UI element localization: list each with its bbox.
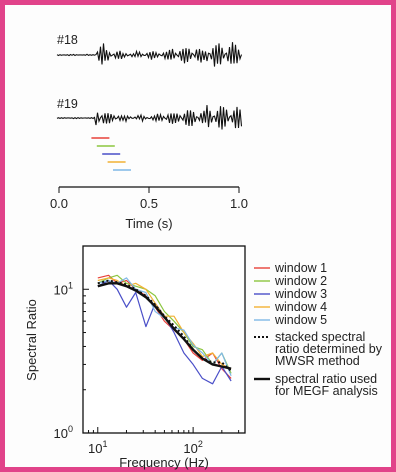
x-axis-title: Frequency (Hz) (119, 455, 209, 470)
trace-label-18: #18 (57, 33, 78, 47)
time-tick-label-05: 0.5 (140, 196, 158, 211)
waveform-panel: #18 #19 0.0 0.5 1.0 Time (s) (50, 33, 248, 231)
trace-label-19: #19 (57, 97, 78, 111)
x-tick-label-0: 101 (88, 439, 107, 456)
legend-label-6-line-3: MWSR method (275, 354, 360, 368)
legend-label-6-line-1: stacked spectral (275, 330, 365, 344)
legend-label-5: window 5 (274, 313, 327, 327)
plot-area (82, 245, 246, 434)
legend-label-1: window 1 (274, 261, 327, 275)
waveform-trace-19 (56, 105, 243, 130)
series-line-6 (97, 279, 232, 372)
x-tick-label-1: 102 (183, 439, 202, 456)
time-windows (91, 137, 131, 171)
time-axis-title: Time (s) (125, 216, 172, 231)
series-line-2 (97, 274, 232, 374)
time-tick-label-0: 0.0 (50, 196, 68, 211)
legend-label-7-line-2: for MEGF analysis (275, 384, 378, 398)
legend-label-6-line-2: ratio determined by (275, 342, 383, 356)
legend-label-3: window 3 (274, 287, 327, 301)
series-line-7 (97, 282, 232, 370)
legend-label-4: window 4 (274, 300, 327, 314)
series-lines (97, 274, 232, 385)
y-axis-title: Spectral Ratio (24, 299, 39, 381)
legend-label-7-line-1: spectral ratio used (275, 372, 377, 386)
legend-label-2: window 2 (274, 274, 327, 288)
y-tick-label-1: 101 (54, 280, 73, 297)
time-tick-label-1: 1.0 (230, 196, 248, 211)
spectral-ratio-chart: 100 101 101 102 Spectral Ratio Frequency (… (24, 245, 383, 470)
y-tick-label-0: 100 (54, 424, 73, 441)
waveform-trace-18 (56, 42, 243, 67)
